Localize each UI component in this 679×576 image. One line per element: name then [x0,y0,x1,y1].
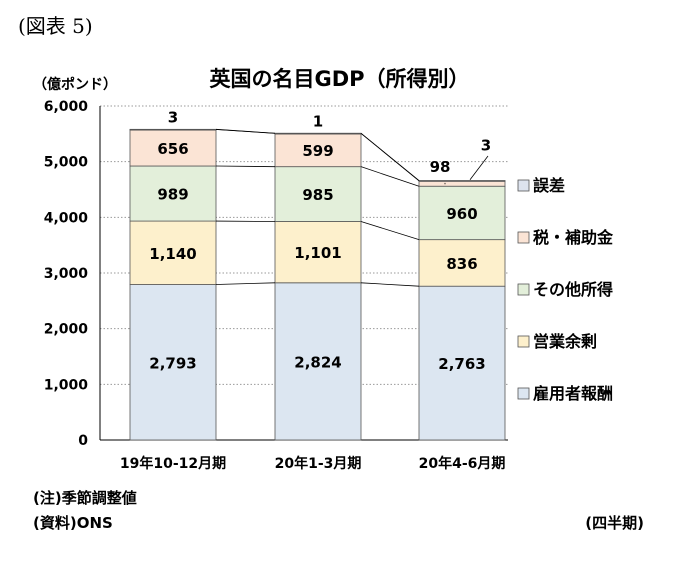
y-tick-label: 1,000 [44,377,89,393]
legend-label: 営業余剰 [533,332,597,351]
series-connector [215,128,276,134]
y-tick-label: 0 [78,433,88,449]
data-label: 656 [157,140,188,158]
x-category-label: 20年4-6月期 [419,455,506,472]
bar-segment [129,165,217,222]
y-tick-label: 3,000 [44,266,89,282]
legend-swatch [517,231,530,244]
legend-label: 雇用者報酬 [533,384,613,403]
y-tick-label: 2,000 [44,322,89,338]
legend-swatch [517,179,530,192]
chart-title: 英国の名目GDP（所得別） [209,67,470,91]
series-connector [360,166,420,187]
bar-segment [274,221,362,284]
data-label: 599 [302,142,333,160]
data-label: 2,763 [438,355,485,373]
data-label: 989 [157,186,188,204]
data-label: 836 [446,255,477,273]
series-connector [360,132,420,181]
data-label: 960 [446,205,477,223]
source-text: (資料)ONS [33,514,113,532]
series-connector [215,165,276,168]
bar-segment [129,129,217,167]
bar-segment [274,132,362,168]
data-label: 1 [313,112,323,130]
y-axis-unit: （億ポンド） [33,77,117,93]
bar-segment [274,132,362,135]
legend-swatch [517,283,530,296]
data-label: 3 [481,137,491,155]
y-tick-label: 5,000 [44,155,89,171]
bar-segment [274,282,362,441]
bar-segment [418,239,506,287]
bar-segment [129,128,217,131]
series-connector [360,221,420,241]
series-connector [360,282,420,287]
x-category-label: 19年10-12月期 [120,455,226,472]
data-label: 1,140 [149,245,196,263]
y-tick-label: 4,000 [44,210,89,226]
y-tick-label: 6,000 [44,99,89,115]
legend-label: その他所得 [533,280,613,299]
note-text: (注)季節調整値 [33,489,137,507]
legend-swatch [517,387,530,400]
bar-segment [418,285,506,441]
series-connector [215,282,276,285]
legend-swatch [517,335,530,348]
data-label: 2,793 [149,354,196,372]
legend-label: 誤差 [533,176,565,195]
data-label: 3 [168,108,178,126]
data-label: 1,101 [294,244,341,262]
data-label: 985 [302,186,333,204]
legend-label: 税・補助金 [533,228,614,247]
bar-segment [418,180,506,182]
bar-segment [418,185,506,241]
data-label: 2,824 [294,353,341,371]
period-label: (四半期) [585,514,644,532]
leader-line [469,155,489,181]
data-label: 98 [430,158,451,176]
figure-label: (図表 5) [18,14,93,38]
x-category-label: 20年1-3月期 [275,455,362,472]
